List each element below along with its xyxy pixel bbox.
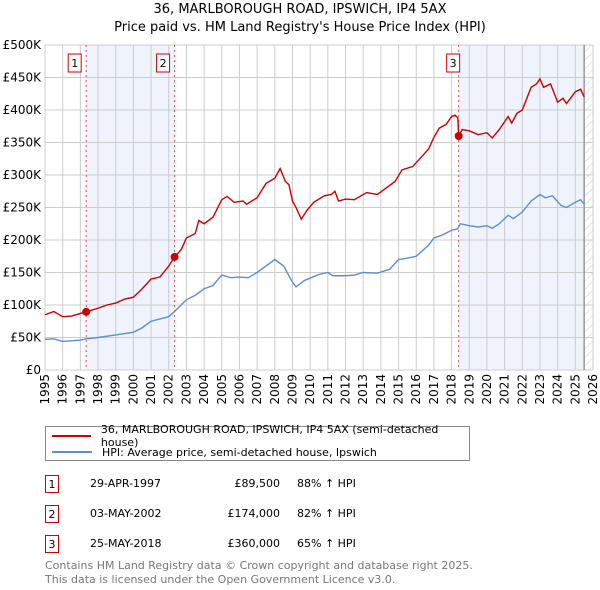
price-chart: £0 £50K £100K £150K £200K £250K £300K £350K £400…	[3, 38, 600, 405]
transaction-row: 3 25-MAY-2018 £360,000 65% ↑ HPI	[45, 535, 445, 555]
y-tick-label: £400K	[3, 103, 43, 117]
x-tick-label: 2011	[321, 374, 335, 405]
transaction-date: 03-MAY-2002	[90, 507, 162, 520]
x-tick-label: 2014	[374, 374, 388, 405]
transaction-number: 1	[45, 475, 59, 493]
x-tick-label: 2017	[427, 374, 441, 405]
x-tick-label: 2010	[303, 374, 317, 405]
y-tick-label: £500K	[3, 38, 43, 52]
sale-label: 3	[450, 57, 457, 70]
transaction-number: 3	[45, 535, 59, 553]
x-tick-label: 1996	[56, 374, 70, 405]
y-tick-label: £350K	[3, 136, 43, 150]
y-tick-label: £200K	[3, 233, 43, 247]
y-tick-label: £450K	[3, 71, 43, 85]
x-tick-label: 1997	[73, 374, 87, 405]
x-tick-label: 2003	[179, 374, 193, 405]
legend-label-property: 36, MARLBOROUGH ROAD, IPSWICH, IP4 5AX (…	[100, 423, 439, 449]
x-tick-label: 2009	[285, 374, 299, 405]
legend-swatch-property	[52, 435, 91, 437]
x-tick-label: 1998	[91, 374, 105, 405]
transaction-hpi: 65% ↑ HPI	[297, 537, 356, 550]
x-tick-label: 2001	[144, 374, 158, 405]
x-tick-label: 2013	[356, 374, 370, 405]
x-tick-label: 2015	[392, 374, 406, 405]
sale-label-box	[156, 53, 171, 73]
legend-swatch-hpi	[52, 451, 92, 453]
x-tick-label: 2016	[409, 374, 423, 405]
x-tick-label: 2022	[515, 374, 529, 405]
sale-label-box	[67, 53, 82, 73]
x-tick-label: 2006	[232, 374, 246, 405]
footer-licence: This data is licensed under the Open Gov…	[45, 573, 396, 586]
hpi-line	[44, 193, 585, 343]
x-tick-label: 2012	[339, 374, 353, 405]
x-tick-label: 2024	[551, 374, 565, 405]
x-tick-label: 2005	[215, 374, 229, 405]
x-tick-label: 1999	[109, 374, 123, 405]
x-tick-label: 2026	[586, 374, 600, 405]
x-tick-label: 2023	[533, 374, 547, 405]
legend-label-hpi: HPI: Average price, semi-detached house,…	[102, 445, 377, 459]
transaction-price: £360,000	[227, 537, 281, 550]
transaction-number: 2	[45, 505, 59, 523]
y-tick-label: £300K	[3, 168, 43, 182]
property-line	[44, 77, 585, 318]
legend-item-hpi: HPI: Average price, semi-detached house,…	[46, 444, 377, 460]
transaction-hpi: 88% ↑ HPI	[297, 477, 356, 490]
x-tick-label: 1995	[38, 374, 52, 405]
transaction-row: 1 29-APR-1997 £89,500 88% ↑ HPI	[45, 475, 445, 495]
x-tick-label: 2000	[126, 374, 140, 405]
y-tick-label: £0	[26, 363, 41, 377]
transaction-date: 29-APR-1997	[90, 477, 162, 490]
y-tick-label: £250K	[3, 201, 43, 215]
chart-title: 36, MARLBOROUGH ROAD, IPSWICH, IP4 5AX	[153, 2, 447, 17]
x-tick-label: 2002	[162, 374, 176, 405]
chart-subtitle: Price paid vs. HM Land Registry's House …	[114, 20, 486, 35]
sale-label: 2	[160, 57, 167, 70]
sale-point	[454, 132, 463, 140]
x-tick-label: 2025	[568, 374, 582, 405]
y-tick-label: £150K	[3, 266, 43, 280]
transaction-date: 25-MAY-2018	[90, 537, 162, 550]
x-tick-label: 2004	[197, 374, 211, 405]
transaction-row: 2 03-MAY-2002 £174,000 82% ↑ HPI	[45, 505, 445, 525]
sale-label: 1	[71, 57, 78, 70]
x-tick-label: 2020	[480, 374, 494, 405]
transaction-hpi: 82% ↑ HPI	[297, 507, 356, 520]
transaction-price: £174,000	[227, 507, 281, 520]
x-tick-label: 2008	[268, 374, 282, 405]
x-tick-label: 2007	[250, 374, 264, 405]
sale-point	[170, 252, 179, 261]
y-tick-label: £50K	[10, 331, 42, 345]
y-tick-label: £100K	[3, 298, 43, 312]
sale-label-box	[446, 53, 461, 73]
transaction-price: £89,500	[234, 477, 281, 490]
x-tick-label: 2018	[445, 374, 459, 405]
x-tick-label: 2019	[462, 374, 476, 405]
legend: 36, MARLBOROUGH ROAD, IPSWICH, IP4 5AX (…	[45, 423, 470, 461]
sale-point	[82, 307, 91, 316]
legend-item-property: 36, MARLBOROUGH ROAD, IPSWICH, IP4 5AX (…	[46, 423, 469, 449]
x-tick-label: 2021	[498, 374, 512, 405]
footer-copyright: Contains HM Land Registry data © Crown c…	[45, 559, 473, 572]
